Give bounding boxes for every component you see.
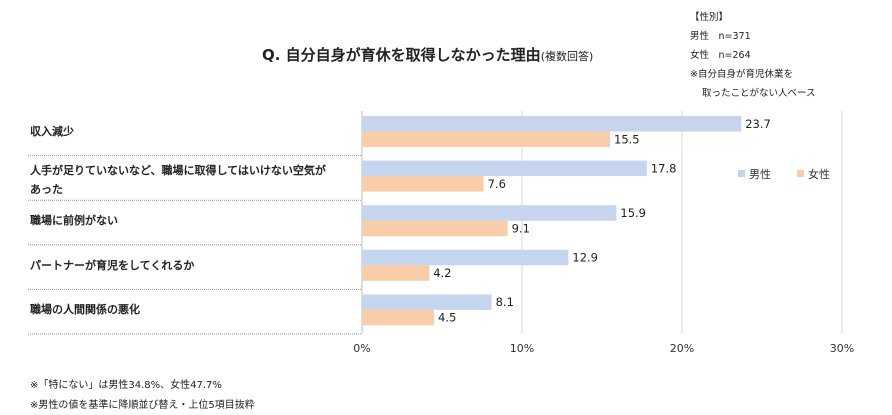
x-tick-label: 20% <box>670 342 694 355</box>
legend-label-male: 男性 <box>749 167 771 181</box>
data-label: 23.7 <box>745 117 771 131</box>
data-label: 12.9 <box>572 251 598 265</box>
category-label: 人手が足りていないなど、職場に取得してはいけない空気が あった <box>30 161 350 199</box>
legend-swatch-female <box>797 170 804 177</box>
category-label: 職場の人間関係の悪化 <box>30 303 140 317</box>
legend-label-female: 女性 <box>808 167 830 181</box>
category-label: 職場に前例がない <box>30 214 118 228</box>
x-tick-label: 10% <box>510 342 534 355</box>
chart-title: Q. 自分自身が育休を取得しなかった理由(複数回答) <box>262 44 593 65</box>
data-label: 4.5 <box>438 311 456 325</box>
sample-note-heading: 【性別】 <box>690 12 729 23</box>
bar-male <box>362 116 742 132</box>
data-label: 8.1 <box>496 295 514 309</box>
bar-female <box>362 176 484 192</box>
category-label-line: 人手が足りていないなど、職場に取得してはいけない空気が <box>30 163 326 177</box>
bar-female <box>362 309 434 326</box>
data-label: 15.9 <box>620 206 646 220</box>
bar-female <box>362 131 610 147</box>
category-label: パートナーが育児をしてくれるか <box>30 258 195 272</box>
category-label-line: あった <box>30 182 63 196</box>
bar-male <box>362 205 617 221</box>
chart-title-main: Q. 自分自身が育休を取得しなかった理由 <box>262 46 541 64</box>
data-label: 7.6 <box>488 177 506 191</box>
sample-note: 【性別】 男性 n=371 女性 n=264 ※自分自身が育児休業を 取ったこと… <box>690 8 816 103</box>
bar-male <box>362 160 647 177</box>
data-label: 17.8 <box>651 161 677 175</box>
bar-male <box>362 294 492 310</box>
bar-female <box>362 265 430 281</box>
x-tick-label: 30% <box>830 342 854 355</box>
data-label: 9.1 <box>512 221 530 235</box>
x-tick-label: 0% <box>353 342 370 355</box>
category-label: 収入減少 <box>30 125 74 138</box>
sample-note-female: 女性 n=264 <box>690 50 751 61</box>
bar-male <box>362 249 569 266</box>
chart-title-suffix: (複数回答) <box>540 50 594 63</box>
data-label: 15.5 <box>614 132 640 146</box>
footnote-1: ※「特にない」は男性34.8%、女性47.7% <box>30 380 222 391</box>
data-label: 4.2 <box>433 266 451 280</box>
sample-note-base-1: ※自分自身が育児休業を <box>690 69 793 80</box>
legend-swatch-male <box>738 170 745 177</box>
footnote-2: ※男性の値を基準に降順並び替え・上位5項目抜粋 <box>30 400 255 411</box>
sample-note-base-2: 取ったことがない人ベース <box>702 88 816 99</box>
sample-note-male: 男性 n=371 <box>690 31 751 42</box>
bar-female <box>362 220 508 237</box>
